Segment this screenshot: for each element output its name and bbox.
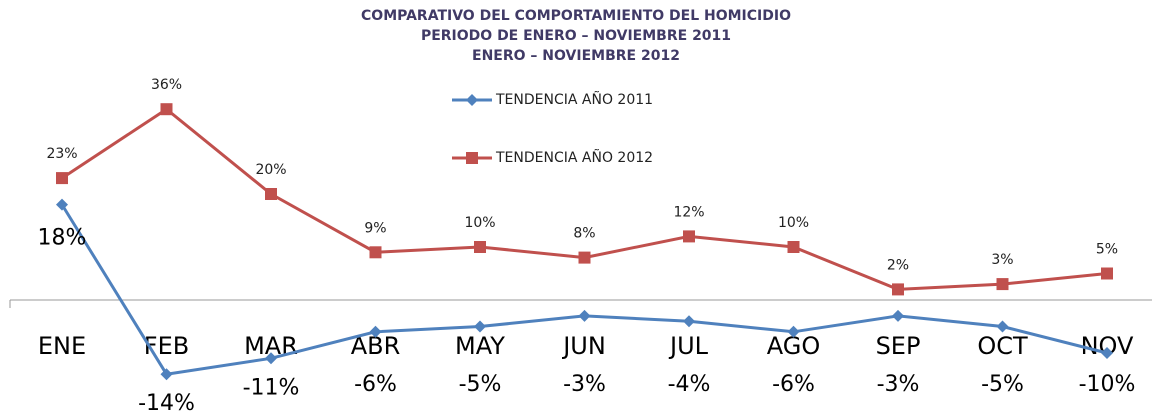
point — [787, 325, 800, 338]
data-label: 10% — [464, 215, 495, 231]
data-label: 10% — [778, 215, 809, 231]
point — [683, 230, 695, 243]
data-label: -6% — [354, 372, 397, 397]
point — [892, 309, 904, 322]
point — [369, 246, 382, 259]
point — [578, 251, 591, 264]
legend-marker — [466, 94, 478, 106]
data-label: 5% — [1096, 242, 1118, 258]
legend-marker — [466, 152, 478, 164]
data-label: -6% — [772, 372, 815, 397]
data-label: -4% — [668, 372, 711, 397]
point — [160, 368, 173, 381]
point — [56, 172, 68, 185]
data-label: 20% — [255, 162, 286, 178]
point — [892, 283, 904, 296]
x-tick-label: MAY — [455, 332, 505, 360]
point — [1101, 347, 1113, 359]
data-label: 3% — [991, 252, 1013, 268]
data-label: -5% — [459, 372, 502, 397]
point — [265, 352, 277, 365]
point — [578, 309, 591, 322]
chart-title: ENERO – NOVIEMBRE 2012 — [472, 48, 680, 64]
x-tick-label: OCT — [977, 332, 1028, 360]
data-label: -3% — [877, 372, 920, 397]
x-tick-label: FEB — [144, 332, 189, 360]
point — [787, 241, 800, 253]
point — [1101, 267, 1113, 280]
data-label: 12% — [673, 204, 704, 220]
point — [369, 325, 382, 338]
chart-title: COMPARATIVO DEL COMPORTAMIENTO DEL HOMIC… — [361, 8, 791, 24]
data-label: 18% — [38, 226, 87, 251]
x-tick-label: JUL — [668, 332, 709, 360]
data-label: -5% — [981, 372, 1024, 397]
data-label: 9% — [364, 220, 386, 236]
chart-title: PERIODO DE ENERO – NOVIEMBRE 2011 — [421, 28, 731, 44]
x-tick-label: SEP — [876, 332, 921, 360]
data-label: 8% — [573, 226, 595, 242]
point — [474, 241, 486, 253]
x-tick-label: JUN — [561, 332, 606, 360]
point — [56, 198, 68, 211]
data-label: -3% — [563, 372, 606, 397]
point — [474, 320, 486, 333]
x-tick-label: ENE — [38, 332, 86, 360]
data-label: 23% — [46, 146, 77, 162]
data-label: -10% — [1079, 372, 1136, 397]
point — [265, 188, 277, 200]
legend-label: TENDENCIA AÑO 2012 — [495, 149, 653, 166]
point — [160, 103, 173, 116]
point — [996, 278, 1009, 291]
point — [996, 320, 1009, 333]
legend-label: TENDENCIA AÑO 2011 — [495, 91, 653, 108]
data-label: -11% — [243, 375, 300, 400]
data-label: -14% — [138, 391, 195, 416]
point — [683, 315, 695, 328]
data-label: 36% — [151, 77, 182, 93]
data-label: 2% — [887, 257, 909, 273]
